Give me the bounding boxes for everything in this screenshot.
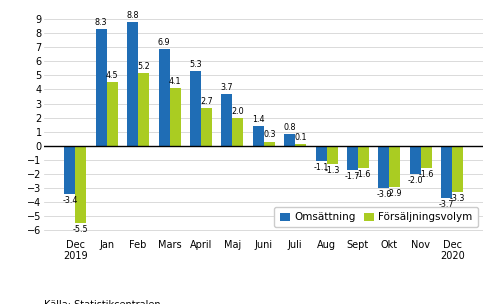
Bar (358, 146, 369, 168)
Text: 8.3: 8.3 (95, 18, 107, 27)
Text: 0.1: 0.1 (294, 133, 307, 142)
Bar (253, 126, 264, 146)
Bar (452, 146, 463, 192)
Bar (96, 29, 106, 146)
Text: 0.3: 0.3 (263, 130, 276, 140)
Text: -1.1: -1.1 (314, 163, 329, 172)
Text: -1.6: -1.6 (356, 170, 371, 179)
Text: -2.0: -2.0 (408, 176, 423, 185)
Text: -1.6: -1.6 (419, 170, 434, 179)
Bar (106, 82, 118, 146)
Text: -2.9: -2.9 (387, 188, 403, 198)
Bar (379, 146, 389, 188)
Bar (295, 144, 306, 146)
Text: -5.5: -5.5 (73, 225, 89, 234)
Bar (127, 22, 138, 146)
Bar (389, 146, 400, 187)
Text: -3.0: -3.0 (376, 190, 391, 199)
Bar (170, 88, 180, 146)
Bar (264, 142, 275, 146)
Text: 1.4: 1.4 (252, 115, 265, 124)
Text: 4.1: 4.1 (169, 77, 181, 86)
Bar (159, 49, 170, 146)
Text: 2.7: 2.7 (200, 97, 213, 106)
Text: 5.2: 5.2 (137, 61, 150, 71)
Bar (75, 146, 86, 223)
Bar (284, 134, 295, 146)
Text: 5.3: 5.3 (189, 60, 202, 69)
Bar (221, 94, 232, 146)
Text: 4.5: 4.5 (106, 71, 118, 80)
Text: 6.9: 6.9 (158, 38, 171, 47)
Legend: Omsättning, Försäljningsvolym: Omsättning, Försäljningsvolym (275, 207, 478, 227)
Bar (316, 146, 326, 161)
Bar (326, 146, 338, 164)
Bar (190, 71, 201, 146)
Text: -3.7: -3.7 (439, 200, 455, 209)
Text: -1.7: -1.7 (345, 172, 360, 181)
Bar (347, 146, 358, 170)
Text: -3.4: -3.4 (62, 196, 77, 205)
Text: 8.8: 8.8 (126, 11, 139, 20)
Text: 3.7: 3.7 (220, 83, 233, 92)
Text: Källa: Statistikcentralen: Källa: Statistikcentralen (44, 300, 161, 304)
Text: 2.0: 2.0 (232, 106, 244, 116)
Bar (441, 146, 452, 198)
Bar (201, 108, 212, 146)
Bar (410, 146, 421, 174)
Text: -3.3: -3.3 (450, 194, 465, 203)
Text: -1.3: -1.3 (324, 166, 340, 175)
Bar (232, 118, 244, 146)
Bar (138, 73, 149, 146)
Bar (64, 146, 75, 194)
Text: 0.8: 0.8 (283, 123, 296, 132)
Bar (421, 146, 432, 168)
